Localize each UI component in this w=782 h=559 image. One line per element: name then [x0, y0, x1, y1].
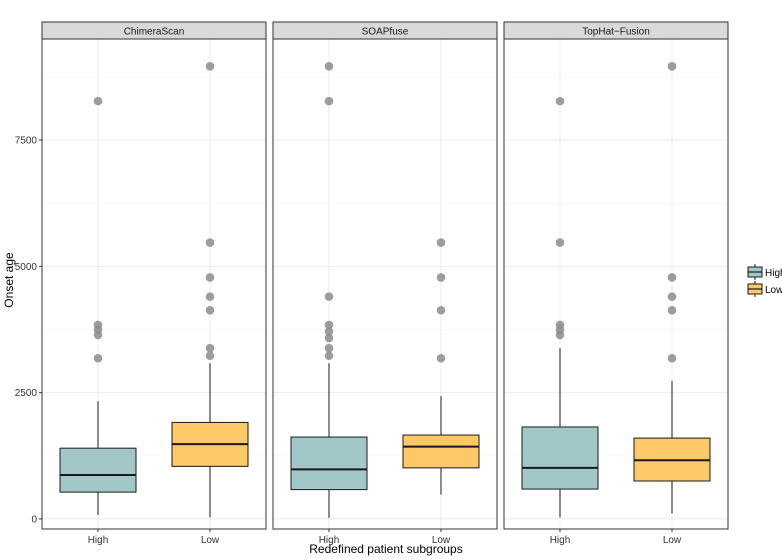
box-low [633, 61, 711, 514]
outlier-point [324, 292, 334, 301]
outlier-point [205, 343, 215, 353]
x-tick-label: High [550, 535, 571, 546]
legend-label: High [765, 268, 782, 279]
outlier-point [436, 305, 446, 315]
box-high [59, 96, 137, 515]
y-axis: 0 2500 5000 7500 [15, 136, 42, 525]
outlier-point [324, 351, 334, 361]
y-tick-label: 7500 [15, 136, 38, 147]
box-iqr [59, 447, 137, 493]
outlier-point [324, 96, 334, 106]
outlier-point [324, 333, 334, 343]
legend-item-low: Low [747, 281, 782, 297]
outlier-point [555, 96, 565, 106]
outlier-point [555, 320, 565, 330]
outlier-point [667, 353, 677, 363]
outlier-point [93, 353, 103, 363]
facet-title: ChimeraScan [124, 27, 185, 38]
outlier-point [667, 273, 677, 282]
outlier-point [93, 96, 103, 106]
y-axis-title: Onset age [2, 252, 16, 308]
outlier-point [324, 61, 334, 71]
facet-title: TopHat−Fusion [582, 27, 650, 38]
x-tick-label: High [319, 535, 340, 546]
y-tick-label: 0 [31, 514, 37, 525]
outlier-point [555, 238, 565, 247]
facet-panel-0: ChimeraScan High Low [41, 21, 267, 546]
outlier-point [436, 238, 446, 247]
facet-strip [41, 21, 267, 40]
box-high [521, 96, 599, 518]
x-tick-label: Low [201, 535, 220, 546]
x-tick-label: Low [432, 535, 451, 546]
outlier-point [324, 320, 334, 330]
outlier-point [205, 351, 215, 361]
box-low [171, 61, 249, 518]
x-tick-label: Low [663, 535, 682, 546]
x-tick-label: High [88, 535, 109, 546]
facet-title: SOAPfuse [362, 27, 409, 38]
outlier-point [324, 327, 334, 336]
outlier-point [205, 61, 215, 71]
facet-strip [503, 21, 729, 40]
box-iqr [290, 436, 368, 491]
box-iqr [521, 426, 599, 490]
x-axis-title: Redefined patient subgroups [309, 542, 462, 556]
facet-strip [272, 21, 498, 40]
outlier-point [436, 273, 446, 282]
outlier-point [205, 273, 215, 282]
legend-item-high: High [747, 264, 782, 280]
outlier-point [205, 292, 215, 301]
outlier-point [205, 305, 215, 315]
outlier-point [324, 343, 334, 353]
box-low [402, 238, 480, 495]
outlier-point [667, 292, 677, 301]
facet-panel-2: TopHat−Fusion High Low [503, 21, 729, 546]
legend-label: Low [765, 285, 782, 296]
y-tick-label: 5000 [15, 262, 38, 273]
box-iqr [402, 434, 480, 469]
facet-panel-1: SOAPfuse High Low [272, 21, 498, 546]
outlier-point [667, 61, 677, 71]
outlier-point [667, 305, 677, 315]
outlier-point [436, 353, 446, 363]
y-tick-label: 2500 [15, 388, 38, 399]
outlier-point [205, 238, 215, 247]
legend: High Low [747, 264, 782, 297]
outlier-point [93, 320, 103, 330]
box-high [290, 61, 368, 518]
